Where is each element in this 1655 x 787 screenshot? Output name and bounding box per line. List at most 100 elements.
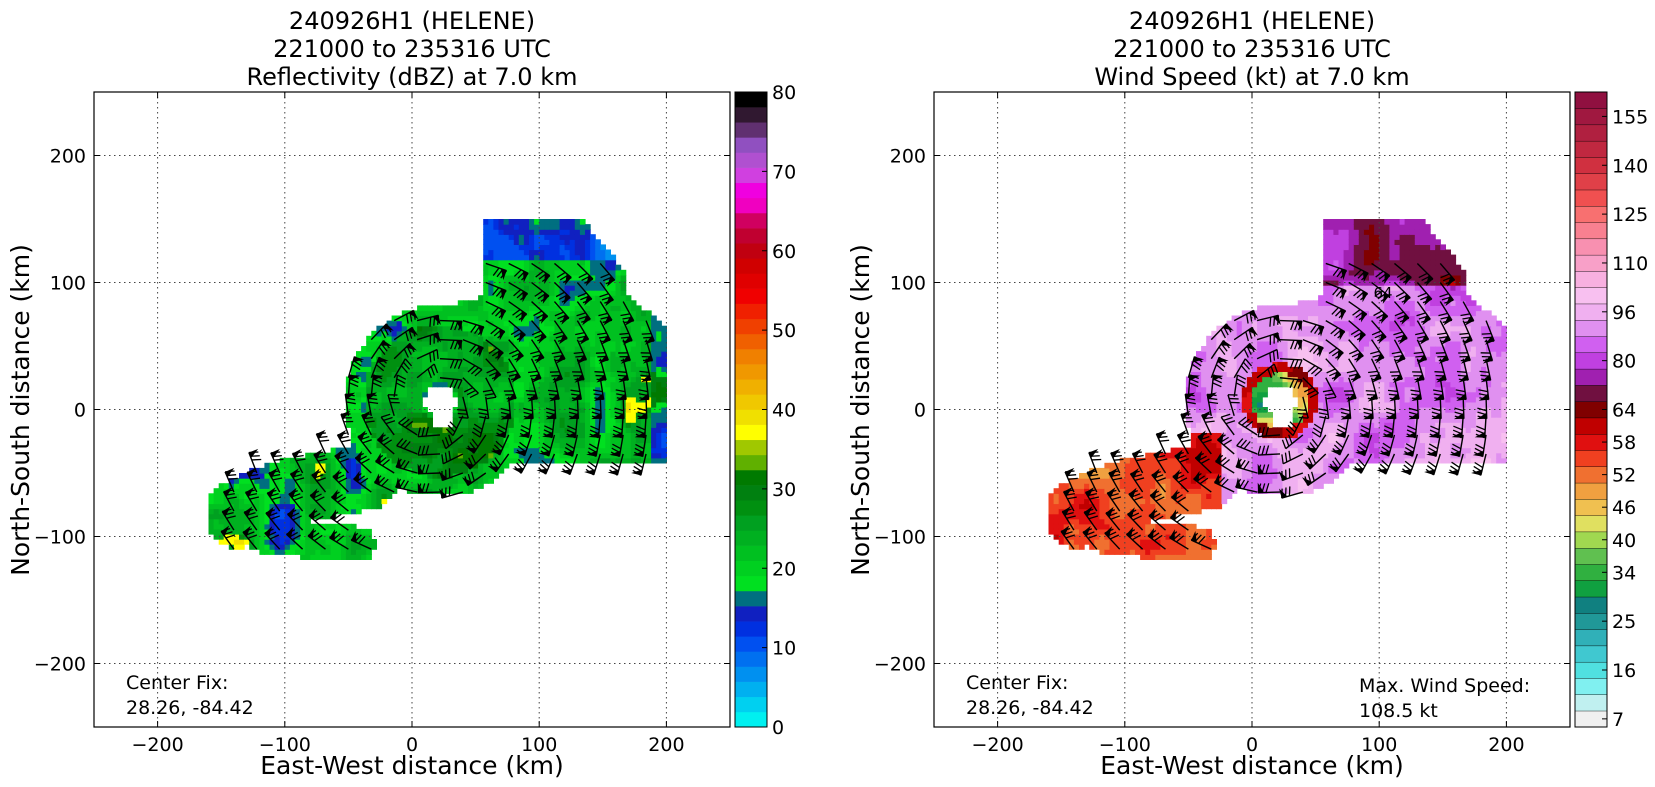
field-cell — [345, 523, 352, 530]
field-cell — [1348, 452, 1355, 459]
field-cell — [1252, 376, 1258, 383]
field-cell — [513, 432, 520, 439]
field-cell — [1313, 432, 1319, 439]
field-cell — [1252, 432, 1258, 439]
field-cell — [564, 239, 571, 245]
field-cell — [1338, 295, 1345, 301]
field-cell — [284, 544, 291, 550]
field-cell — [1155, 473, 1161, 479]
field-cell — [1201, 447, 1207, 454]
field-cell — [1196, 447, 1202, 454]
field-cell — [1180, 483, 1187, 489]
wind-barb — [393, 342, 417, 360]
field-cell — [579, 244, 586, 251]
field-cell — [544, 422, 550, 428]
field-cell — [1211, 422, 1217, 428]
field-cell — [1323, 346, 1329, 352]
field-cell — [422, 432, 428, 439]
field-cell — [1155, 513, 1161, 520]
field-cell — [590, 264, 596, 271]
field-cell — [1318, 452, 1324, 459]
field-cell — [386, 351, 393, 357]
field-cell — [574, 295, 581, 301]
colorbar-swatch — [735, 92, 767, 108]
field-cell — [1216, 503, 1223, 510]
field-cell — [1236, 320, 1243, 327]
field-cell — [371, 478, 377, 484]
field-cell — [1063, 503, 1070, 510]
field-cell — [345, 462, 352, 469]
field-cell — [534, 361, 540, 367]
field-cell — [1190, 488, 1197, 494]
field-cell — [544, 325, 550, 332]
field-cell — [391, 381, 398, 388]
wind-barb — [619, 320, 633, 345]
field-cell — [1262, 351, 1268, 357]
field-cell — [508, 310, 515, 317]
field-cell — [457, 467, 464, 474]
colorbar-tick-label: 20 — [772, 558, 796, 580]
field-cell — [1348, 264, 1355, 271]
field-cell — [452, 407, 459, 413]
field-cell — [1145, 503, 1151, 510]
field-cell — [498, 412, 505, 418]
field-cell — [1353, 407, 1360, 413]
field-cell — [1226, 442, 1233, 449]
field-cell — [1343, 219, 1350, 225]
field-cell — [600, 442, 606, 449]
field-cell — [1323, 457, 1329, 464]
field-cell — [620, 437, 627, 444]
field-cell — [264, 544, 271, 550]
field-cell — [559, 244, 566, 251]
field-cell — [1084, 503, 1090, 510]
field-cell — [279, 503, 286, 510]
field-cell — [254, 473, 260, 479]
field-cell — [1185, 508, 1192, 515]
field-cell — [1246, 417, 1253, 423]
field-cell — [1297, 473, 1304, 479]
field-cell — [493, 381, 500, 388]
field-cell — [1348, 356, 1355, 362]
field-cell — [386, 330, 393, 337]
field-cell — [625, 457, 632, 464]
field-cell — [417, 478, 423, 484]
field-cell — [493, 280, 500, 286]
field-cell — [478, 371, 484, 378]
field-cell — [615, 335, 622, 342]
field-cell — [1185, 376, 1192, 383]
field-cell — [595, 285, 601, 291]
field-cell — [656, 427, 662, 433]
field-cell — [534, 295, 540, 301]
field-cell — [630, 412, 637, 418]
field-cell — [1272, 340, 1279, 347]
field-cell — [1308, 315, 1314, 322]
field-cell — [1282, 325, 1289, 332]
field-cell — [549, 274, 556, 281]
field-cell — [417, 320, 423, 327]
field-cell — [274, 493, 281, 499]
field-cell — [646, 447, 652, 454]
field-cell — [493, 300, 500, 306]
field-cell — [523, 427, 530, 433]
field-cell — [366, 422, 372, 428]
field-cell — [406, 442, 413, 449]
field-cell — [488, 290, 494, 296]
field-cell — [1246, 386, 1253, 393]
field-cell — [366, 346, 372, 352]
field-cell — [254, 523, 260, 530]
field-cell — [579, 407, 586, 413]
field-cell — [371, 417, 377, 423]
field-cell — [508, 366, 515, 372]
field-cell — [1135, 467, 1141, 474]
field-cell — [529, 315, 535, 322]
field-cell — [1099, 528, 1106, 535]
field-cell — [529, 340, 535, 347]
field-cell — [1318, 442, 1324, 449]
field-cell — [1216, 330, 1223, 337]
field-cell — [1262, 366, 1268, 372]
field-cell — [361, 427, 367, 433]
field-cell — [1114, 483, 1121, 489]
field-cell — [605, 351, 611, 357]
field-cell — [508, 437, 515, 444]
field-cell — [366, 498, 372, 505]
